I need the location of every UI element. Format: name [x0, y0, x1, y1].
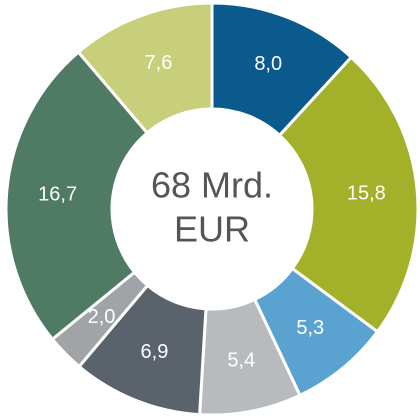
data-label: 15,8 [347, 183, 386, 205]
donut-segment [76, 1, 214, 135]
center-text: 68 Mrd. [151, 165, 273, 206]
data-label: 8,0 [254, 53, 282, 75]
center-text: EUR [174, 209, 250, 250]
data-label: 16,7 [38, 183, 77, 205]
data-label: 6,9 [141, 341, 169, 363]
data-label: 5,3 [296, 317, 324, 339]
data-label: 2,0 [88, 306, 116, 328]
data-label: 5,4 [227, 349, 255, 371]
data-label: 7,6 [145, 52, 173, 74]
donut-segment [4, 50, 150, 342]
donut-segment [277, 55, 420, 334]
